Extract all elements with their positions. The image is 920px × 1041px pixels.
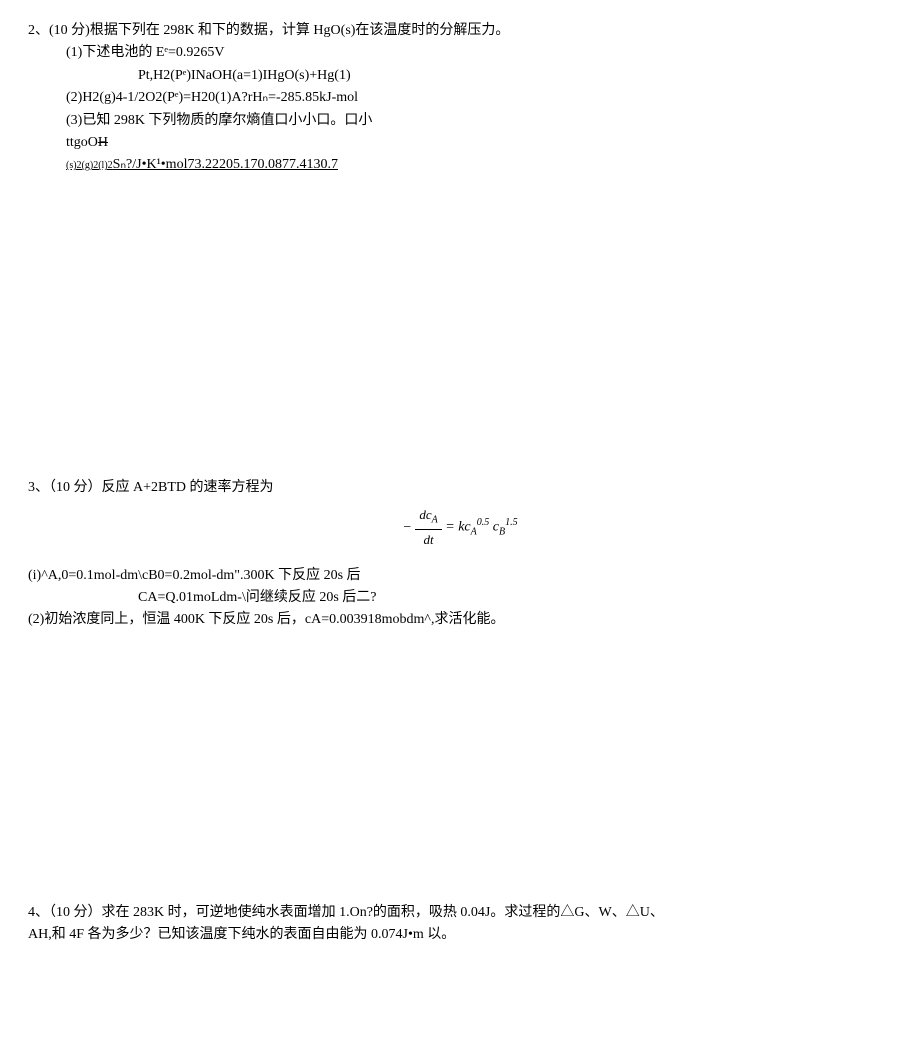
p3-rhs-eq: = kc: [445, 520, 470, 535]
p3-rhs-exp2: 1.5: [505, 517, 518, 528]
p2-line3: (2)H2(g)4-1/2O2(Pᵉ)=H20(1)A?rHₙ=-285.85k…: [28, 87, 892, 109]
problem-4: 4、（10 分）求在 283K 时，可逆地使纯水表面增加 1.On?的面积，吸热…: [28, 902, 892, 947]
p2-line5-text: ttgoO: [66, 135, 98, 150]
p3-formula-num: dcA: [415, 505, 441, 530]
p3-num-sub: A: [432, 515, 438, 526]
problem-2: 2、(10 分)根据下列在 298K 和下的数据，计算 HgO(s)在该温度时的…: [28, 20, 892, 177]
p3-rhs: = kcA0.5 cB1.5: [445, 515, 517, 540]
p3-rhs-sub2: B: [499, 527, 505, 538]
p2-line2: Pt,H2(Pᵉ)INaOH(a=1)IHgO(s)+Hg(1): [28, 65, 892, 87]
p2-header: 2、(10 分)根据下列在 298K 和下的数据，计算 HgO(s)在该温度时的…: [28, 20, 892, 42]
p3-line3: (2)初始浓度同上，恒温 400K 下反应 20s 后，cA=0.003918m…: [28, 609, 892, 631]
p4-line1: 4、（10 分）求在 283K 时，可逆地使纯水表面增加 1.On?的面积，吸热…: [28, 902, 892, 924]
p3-line2: CA=Q.01moLdm-\问继续反应 20s 后二?: [28, 587, 892, 609]
p3-num-text: dc: [419, 507, 431, 522]
p3-rhs-c2: c: [489, 520, 499, 535]
p2-line5: ttgoOH: [28, 132, 892, 154]
p2-line6: (s)2(g)2(l)2Sₙ?/J•K¹•mol73.22205.170.087…: [28, 154, 892, 176]
p3-line1: (i)^A,0=0.1mol-dm\cB0=0.2mol-dm".300K 下反…: [28, 565, 892, 587]
p2-line6b: Sₙ?/J•K¹•mol73.22205.170.0877.4130.7: [113, 157, 338, 172]
p3-rhs-exp1: 0.5: [477, 517, 490, 528]
p2-line5-strike: H: [98, 135, 108, 150]
p2-line4: (3)已知 298K 下列物质的摩尔熵值口小小口。口小: [28, 110, 892, 132]
p3-formula: − dcA dt = kcA0.5 cB1.5: [28, 505, 892, 550]
p4-line2: AH,和 4F 各为多少？已知该温度下纯水的表面自由能为 0.074J•m 以。: [28, 924, 892, 946]
p3-formula-den: dt: [415, 530, 441, 551]
p3-rhs-sub1: A: [471, 527, 477, 538]
p2-line6a: (s)2(g)2(l)2: [66, 160, 113, 171]
problem-3: 3、（10 分）反应 A+2BTD 的速率方程为 − dcA dt = kcA0…: [28, 477, 892, 632]
p3-header: 3、（10 分）反应 A+2BTD 的速率方程为: [28, 477, 892, 499]
p2-line1: (1)下述电池的 Eᵉ=0.9265V: [28, 42, 892, 64]
